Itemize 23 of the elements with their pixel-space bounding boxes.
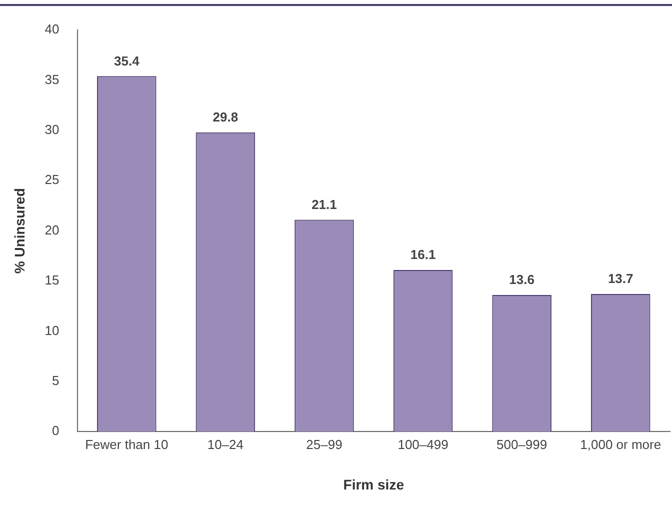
x-tick-label: Fewer than 10 (85, 436, 168, 452)
x-tick-label: 500–999 (496, 436, 548, 452)
x-tick-label: 1,000 or more (580, 436, 662, 452)
y-tick-label: 40 (44, 22, 60, 37)
data-label: 16.1 (410, 247, 436, 262)
y-tick-label: 10 (44, 322, 60, 338)
y-tick-label: 35 (44, 72, 60, 87)
y-axis-title: % Uninsured (11, 188, 28, 274)
y-tick-label: 0 (52, 423, 60, 438)
y-tick-label: 5 (52, 372, 60, 388)
y-tick-label: 20 (44, 222, 60, 238)
y-tick-label: 25 (44, 172, 60, 188)
y-tick-label: 15 (44, 272, 60, 288)
x-tick-label: 10–24 (207, 436, 244, 452)
data-label: 35.4 (114, 53, 140, 68)
data-label: 21.1 (312, 196, 337, 212)
data-label: 29.8 (212, 109, 238, 124)
x-tick-label: 25–99 (306, 436, 342, 452)
x-axis-title: Firm size (343, 476, 404, 492)
data-label: 13.7 (608, 271, 634, 286)
data-label: 13.6 (509, 272, 534, 288)
y-tick-label: 30 (44, 122, 60, 137)
x-tick-label: 100–499 (398, 436, 448, 452)
